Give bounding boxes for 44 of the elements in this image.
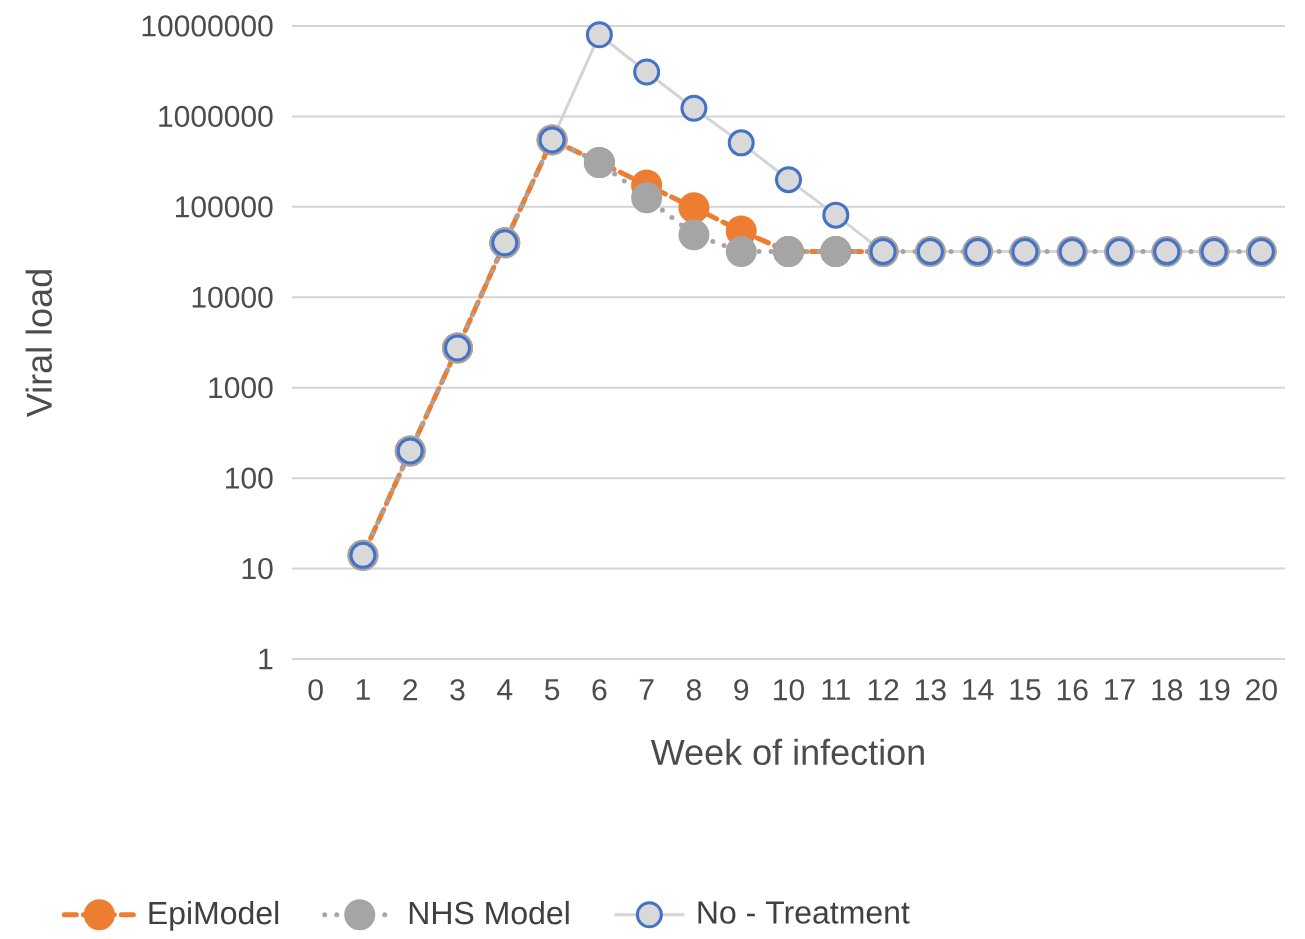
x-tick-label: 20 bbox=[1246, 679, 1277, 701]
y-tick-label: 1000 bbox=[209, 377, 273, 399]
x-tick-label: 1 bbox=[356, 679, 370, 700]
x-tick-label: 10 bbox=[774, 679, 805, 701]
y-tick-label: 100 bbox=[226, 467, 273, 489]
point bbox=[727, 129, 755, 157]
legend-label: NHS Model bbox=[409, 900, 569, 925]
y-tick-label: 1000000 bbox=[159, 105, 273, 128]
x-tick-label: 5 bbox=[544, 679, 560, 701]
legend-label: EpiModel bbox=[149, 900, 279, 931]
point bbox=[680, 94, 708, 122]
x-tick-label: 15 bbox=[1010, 679, 1041, 701]
point bbox=[725, 236, 757, 268]
point bbox=[775, 166, 803, 194]
x-tick-label: 0 bbox=[308, 679, 323, 701]
y-tick-label: 10000 bbox=[192, 286, 273, 308]
x-tick-label: 6 bbox=[592, 679, 607, 701]
y-tick-label: 1 bbox=[259, 648, 273, 670]
x-tick-label: 11 bbox=[822, 679, 850, 700]
point bbox=[678, 219, 710, 251]
x-tick-label: 2 bbox=[403, 679, 418, 701]
x-tick-label: 8 bbox=[686, 679, 701, 701]
y-tick-label: 10000000 bbox=[142, 15, 273, 37]
x-tick-label: 19 bbox=[1199, 679, 1230, 701]
x-tick-label: 4 bbox=[497, 679, 513, 700]
x-tick-label: 14 bbox=[963, 679, 994, 700]
point bbox=[633, 58, 661, 86]
y-axis-title: Viral load bbox=[25, 270, 52, 418]
x-axis-title: Week of infection bbox=[650, 738, 924, 766]
point bbox=[678, 192, 710, 224]
y-tick-label: 10 bbox=[242, 557, 273, 580]
x-tick-label: 9 bbox=[734, 679, 749, 701]
x-tick-label: 13 bbox=[915, 679, 946, 701]
point bbox=[585, 21, 613, 49]
x-tick-label: 3 bbox=[450, 679, 465, 701]
point bbox=[631, 182, 663, 214]
x-tick-label: 16 bbox=[1057, 679, 1088, 701]
x-tick-label: 18 bbox=[1152, 679, 1183, 701]
point bbox=[822, 201, 850, 229]
legend-label: No - Treatment bbox=[698, 901, 910, 924]
x-tick-label: 7 bbox=[639, 679, 654, 700]
y-tick-label: 100000 bbox=[175, 196, 273, 218]
x-tick-label: 12 bbox=[868, 679, 899, 701]
x-tick-label: 17 bbox=[1105, 679, 1135, 700]
